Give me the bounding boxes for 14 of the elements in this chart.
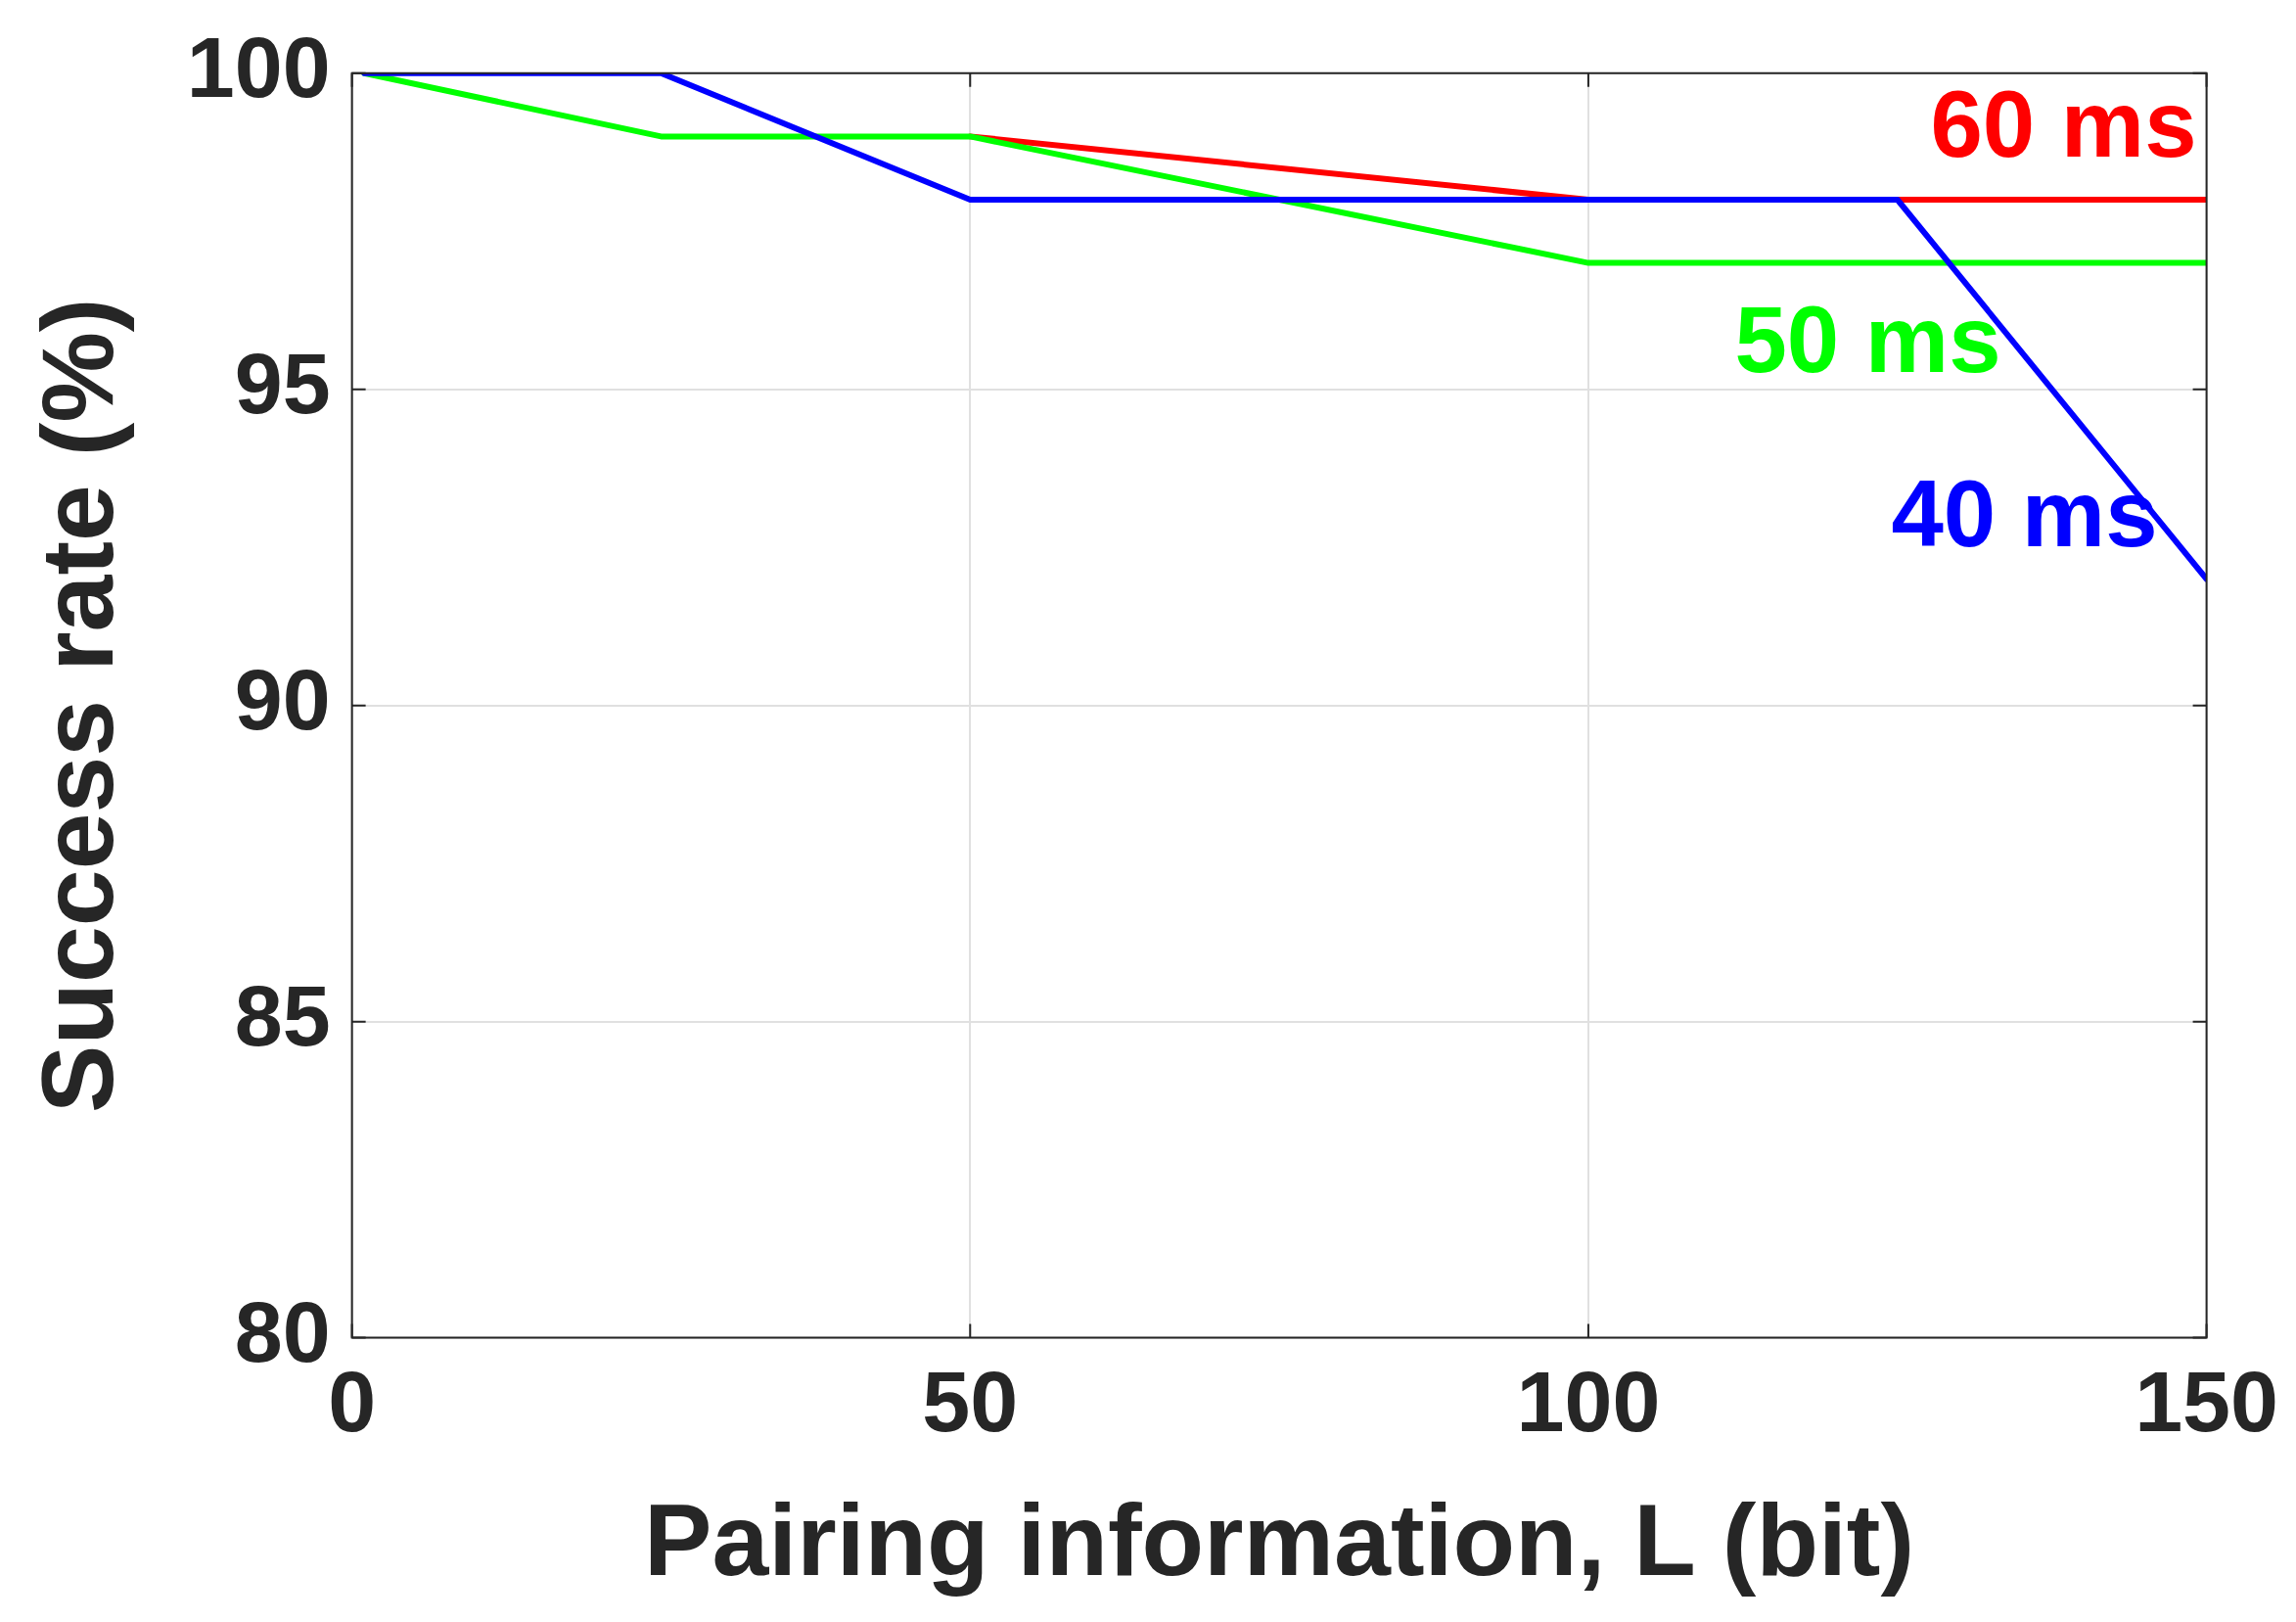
y-axis-title: Success rate (%) — [21, 298, 135, 1113]
x-tick-label: 50 — [922, 1352, 1019, 1450]
y-tick-label: 90 — [234, 650, 331, 748]
y-tick-label: 85 — [234, 966, 331, 1064]
x-tick-label: 0 — [328, 1352, 377, 1450]
y-tick-label: 95 — [234, 335, 331, 433]
x-tick-label: 100 — [1516, 1352, 1661, 1450]
y-tick-label: 80 — [234, 1282, 331, 1380]
x-tick-label: 150 — [2135, 1352, 2278, 1450]
series-label: 60 ms — [1930, 71, 2197, 177]
series-label: 50 ms — [1734, 287, 2001, 393]
x-axis-title: Pairing information, L (bit) — [644, 1483, 1915, 1598]
series-label: 40 ms — [1891, 460, 2158, 566]
y-tick-label: 100 — [186, 19, 331, 116]
